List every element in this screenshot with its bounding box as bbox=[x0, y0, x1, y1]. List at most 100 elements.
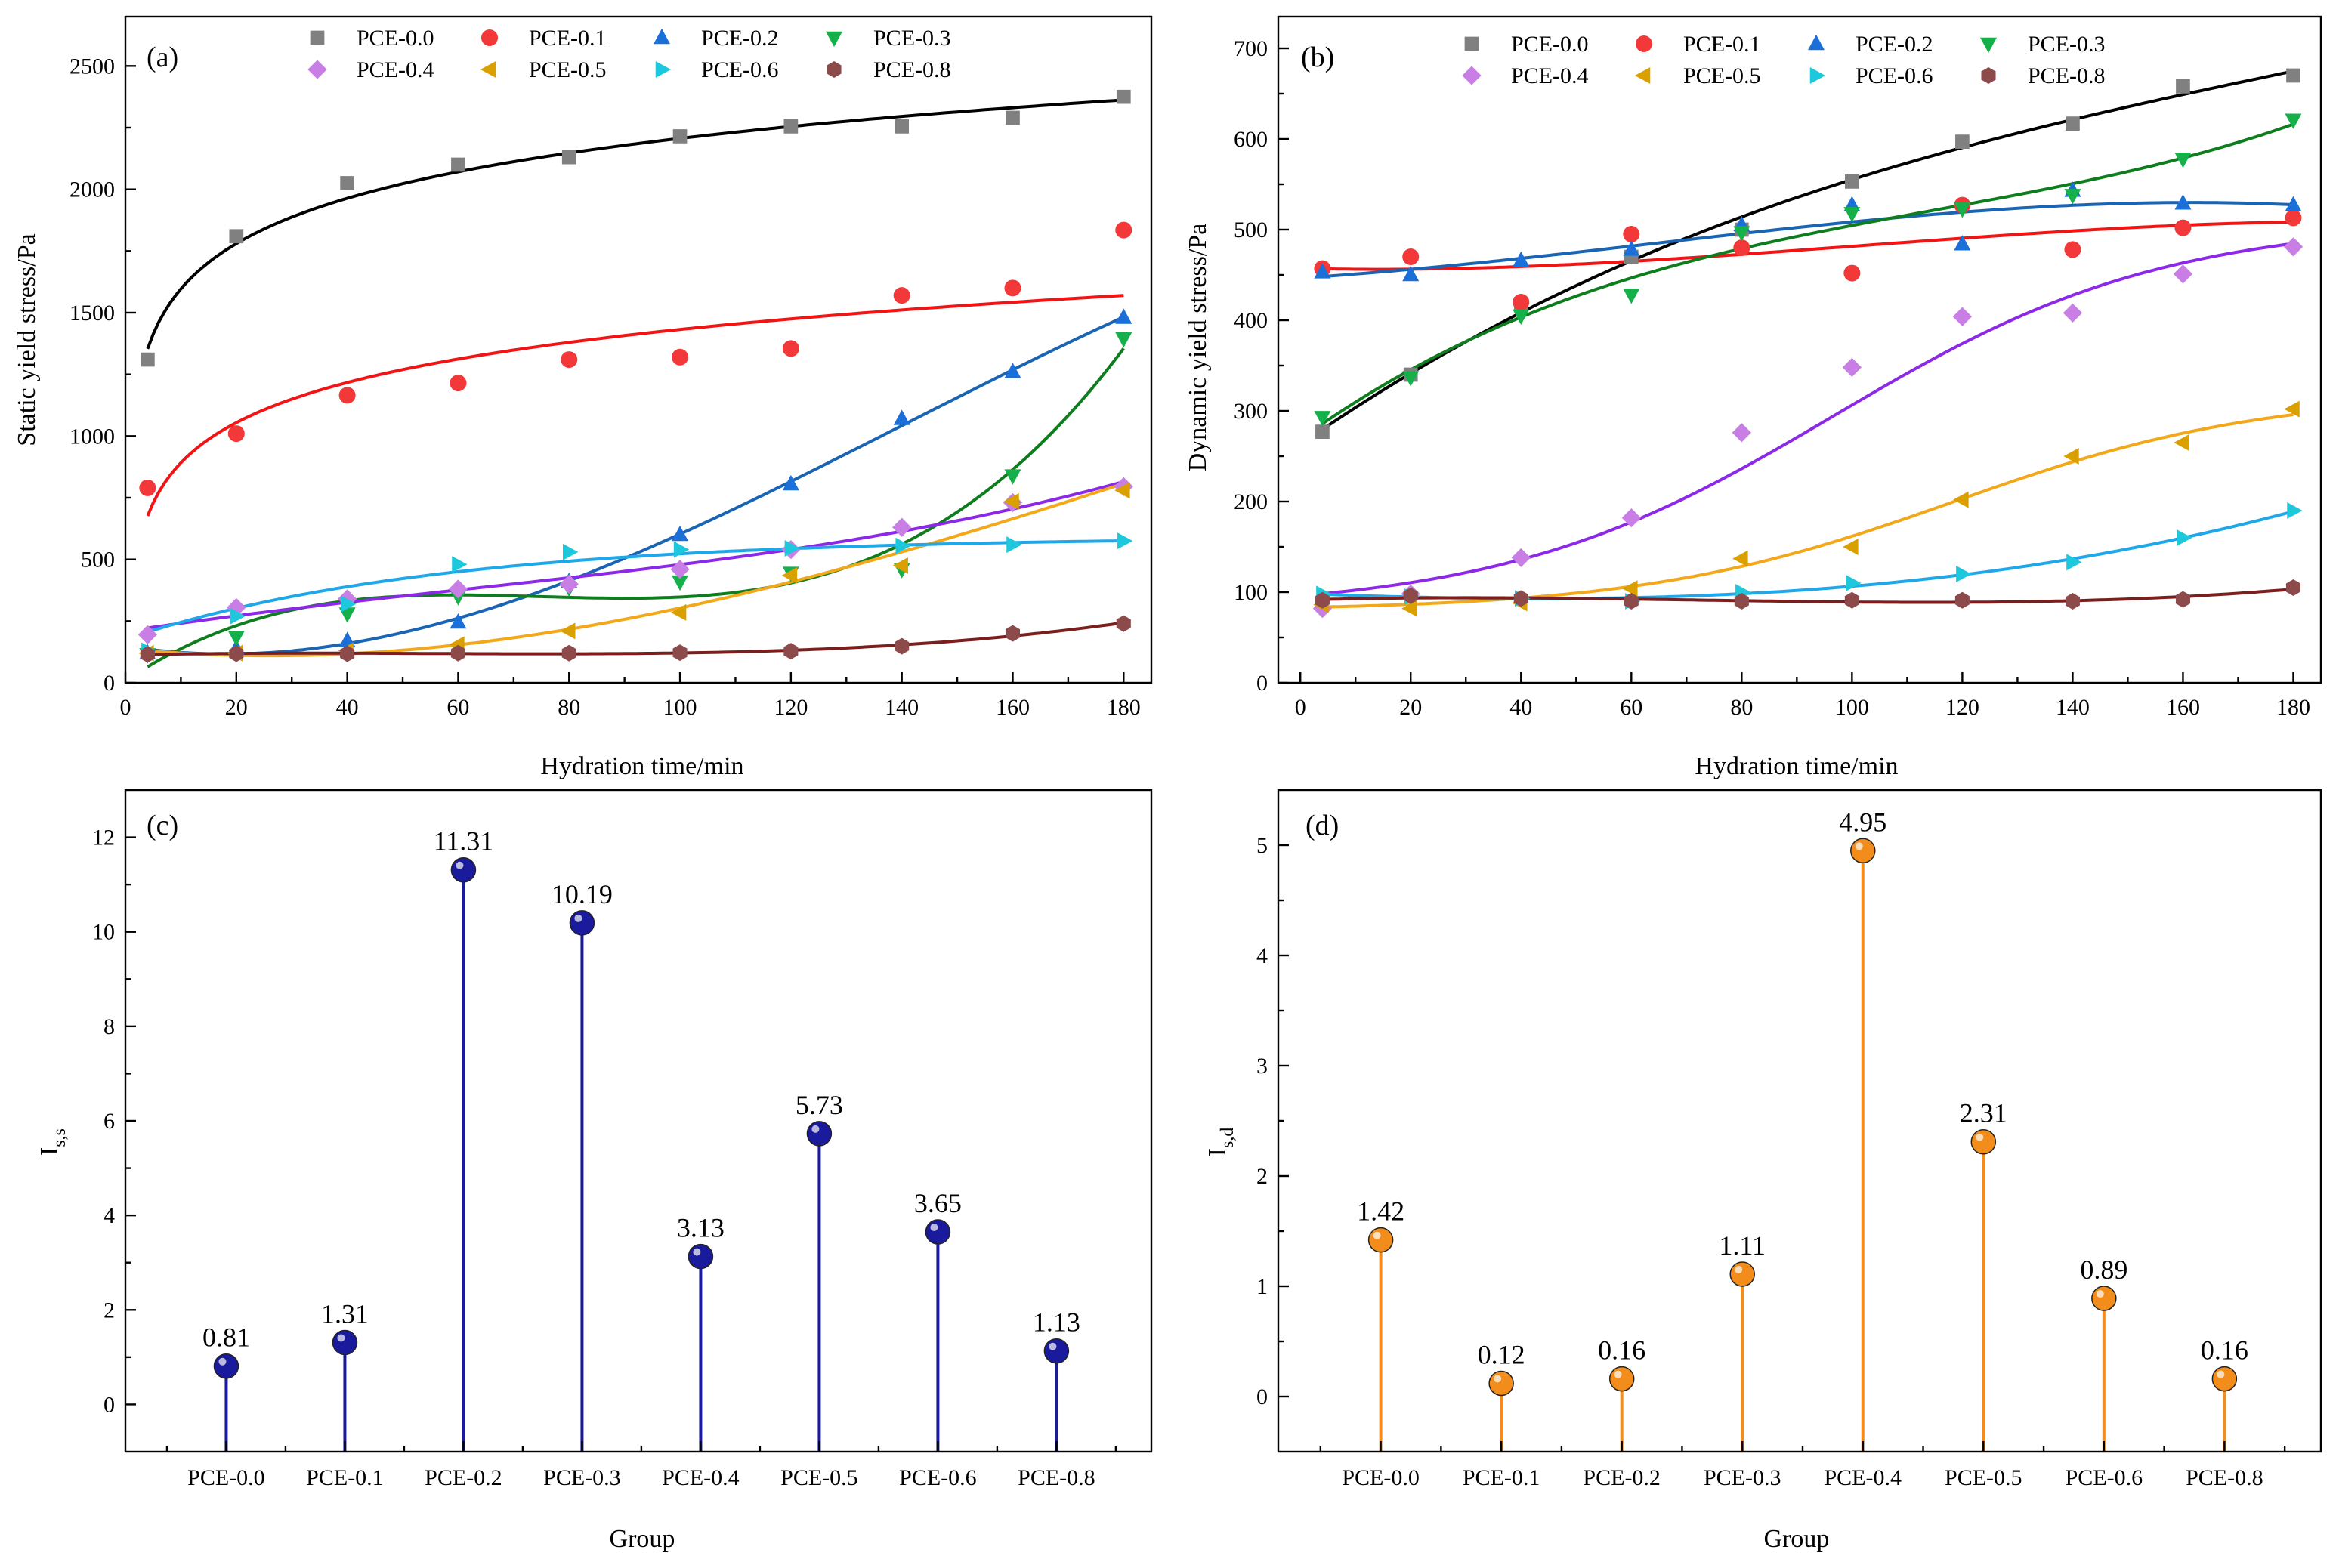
data-point bbox=[2177, 529, 2192, 546]
data-point bbox=[227, 631, 245, 647]
data-point bbox=[672, 348, 689, 366]
panel-b-axes: 0 20 40 60 80 100 120 140 160 180 0 100 200 300 400 500… bbox=[1234, 15, 2322, 720]
y-tick-label: 8 bbox=[104, 1014, 115, 1039]
panel-d: (d) 1.42 0.12 0.16 1.11 4.95 2.31 0.89 0.16 0 1 2… bbox=[1204, 789, 2322, 1553]
legend-marker bbox=[1634, 67, 1651, 84]
legend-marker bbox=[654, 28, 670, 45]
data-point bbox=[450, 375, 467, 392]
x-tick-label: 180 bbox=[1107, 695, 1141, 720]
data-point bbox=[1732, 423, 1751, 443]
data-point bbox=[782, 340, 799, 357]
y-tick-label: 5 bbox=[1256, 833, 1268, 858]
data-point bbox=[2175, 591, 2190, 608]
legend-label: PCE-0.8 bbox=[873, 57, 951, 82]
data-point bbox=[893, 287, 910, 304]
x-tick-label: 100 bbox=[1835, 695, 1869, 720]
data-point bbox=[1954, 235, 1971, 251]
y-tick-label: 2 bbox=[1256, 1164, 1268, 1189]
data-point bbox=[451, 157, 465, 172]
lollipop-head bbox=[332, 1329, 358, 1356]
panel-a-label: (a) bbox=[147, 42, 178, 73]
data-point bbox=[1115, 332, 1132, 348]
data-point bbox=[340, 645, 355, 662]
panel-d-axes: 0 1 2 3 4 5 PCE-0.0 PCE-0.1 PCE-0.2 PCE-0.3 PCE-0.… bbox=[1256, 789, 2322, 1490]
fit-curve bbox=[1322, 242, 2294, 596]
data-point bbox=[1315, 424, 1330, 439]
data-point bbox=[1844, 591, 1859, 609]
panel-a-y-axis-title: Static yield stress/Pa bbox=[13, 233, 41, 446]
data-point bbox=[2173, 264, 2193, 284]
data-point bbox=[1115, 308, 1132, 324]
fit-curve bbox=[147, 480, 1124, 630]
x-tick-label: 20 bbox=[1399, 695, 1422, 720]
data-point bbox=[1513, 309, 1530, 326]
data-point bbox=[1623, 289, 1640, 304]
fit-curve bbox=[1322, 201, 2294, 279]
data-point bbox=[138, 625, 158, 644]
data-point bbox=[560, 622, 576, 640]
x-tick-label: 20 bbox=[225, 695, 248, 720]
data-label: 1.42 bbox=[1357, 1196, 1404, 1227]
data-point bbox=[1116, 615, 1131, 632]
data-point bbox=[1624, 593, 1639, 610]
data-point bbox=[672, 525, 689, 542]
data-point bbox=[2063, 448, 2079, 465]
panel-c-x-axis-title: Group bbox=[610, 1525, 675, 1553]
legend-label: PCE-0.0 bbox=[357, 26, 434, 51]
fit-curve bbox=[1322, 413, 2294, 609]
data-point bbox=[2063, 303, 2083, 323]
data-point bbox=[1004, 363, 1021, 378]
data-point bbox=[782, 474, 799, 491]
panel-b-label: (b) bbox=[1301, 42, 1334, 73]
x-tick-label: 40 bbox=[1509, 695, 1532, 720]
data-point bbox=[1843, 207, 1861, 223]
legend-marker bbox=[827, 61, 842, 78]
legend-label: PCE-0.3 bbox=[873, 26, 951, 51]
panel-b-data-points bbox=[1312, 68, 2304, 619]
category-label: PCE-0.2 bbox=[425, 1465, 502, 1490]
y-tick-label: 300 bbox=[1234, 399, 1268, 424]
lollipop-highlight bbox=[1735, 1265, 1743, 1273]
panel-a-fit-curves bbox=[146, 98, 1125, 668]
data-point bbox=[892, 517, 912, 537]
data-point bbox=[450, 644, 465, 662]
data-point bbox=[1116, 89, 1131, 104]
lollipop-head bbox=[1729, 1261, 1755, 1287]
legend-marker bbox=[1808, 34, 1825, 51]
panel-a-data-points bbox=[138, 89, 1133, 664]
panel-d-y-axis-title: Is,d bbox=[1204, 1128, 1238, 1157]
data-point bbox=[2066, 116, 2080, 131]
x-tick-label: 0 bbox=[1295, 695, 1306, 720]
data-point bbox=[452, 556, 468, 573]
y-tick-label: 700 bbox=[1234, 36, 1268, 61]
category-label: PCE-0.5 bbox=[780, 1465, 858, 1490]
category-label: PCE-0.0 bbox=[1342, 1465, 1420, 1490]
data-label: 2.31 bbox=[1960, 1098, 2007, 1128]
data-point bbox=[784, 539, 800, 557]
x-tick-label: 120 bbox=[1945, 695, 1979, 720]
legend-marker bbox=[481, 29, 498, 46]
data-point bbox=[2283, 237, 2304, 257]
data-point bbox=[227, 425, 245, 443]
data-point bbox=[559, 574, 579, 594]
legend-label: PCE-0.1 bbox=[529, 26, 607, 51]
x-tick-label: 160 bbox=[996, 695, 1030, 720]
data-label: 3.13 bbox=[677, 1213, 725, 1243]
x-tick-label: 140 bbox=[2056, 695, 2090, 720]
y-tick-label: 500 bbox=[81, 548, 115, 573]
legend-marker bbox=[655, 61, 672, 78]
panel-a-axes: 0 20 40 60 80 100 120 140 160 180 0 500 1000 1500 2000… bbox=[70, 15, 1153, 720]
lollipop-highlight bbox=[2096, 1290, 2104, 1298]
data-point bbox=[340, 176, 354, 190]
panel-a-plot-frame bbox=[124, 15, 1153, 684]
category-label: PCE-0.3 bbox=[543, 1465, 621, 1490]
data-point bbox=[1954, 202, 1971, 218]
data-label: 0.89 bbox=[2080, 1255, 2127, 1285]
panel-d-label: (d) bbox=[1306, 810, 1339, 841]
data-point bbox=[2174, 434, 2189, 451]
data-point bbox=[341, 595, 357, 613]
data-point bbox=[338, 387, 356, 404]
